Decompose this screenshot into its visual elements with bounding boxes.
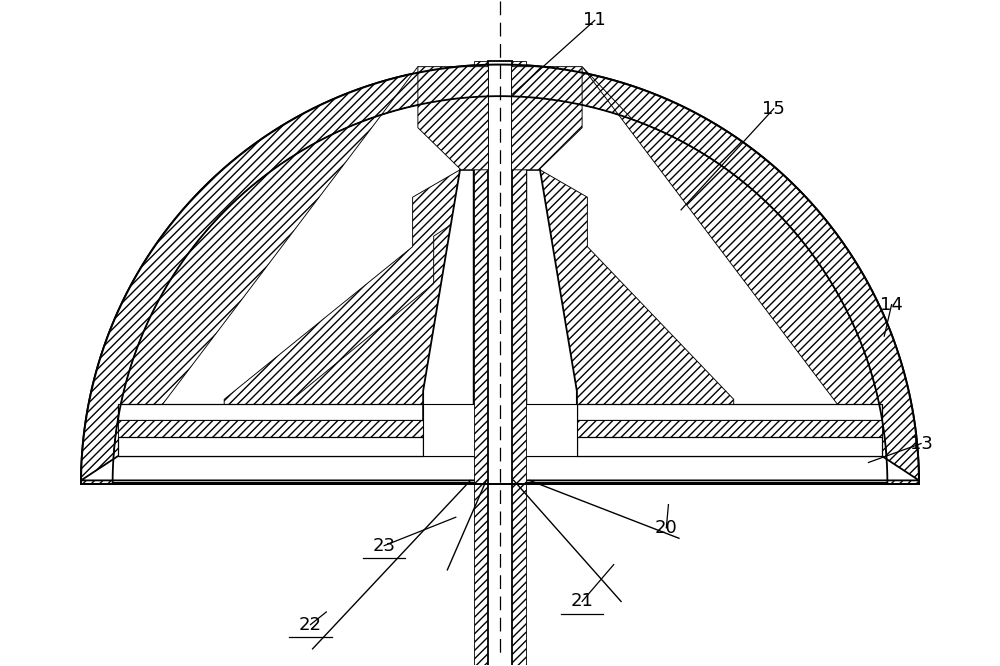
Polygon shape [512, 67, 582, 170]
Text: 14: 14 [880, 296, 903, 314]
Polygon shape [113, 67, 466, 470]
Text: 11: 11 [583, 11, 606, 29]
Text: 22: 22 [299, 615, 322, 633]
Polygon shape [81, 65, 919, 484]
Text: 21: 21 [571, 593, 594, 611]
Polygon shape [582, 67, 887, 470]
Text: 15: 15 [762, 100, 785, 118]
Polygon shape [81, 65, 919, 484]
Polygon shape [488, 61, 512, 666]
Polygon shape [526, 170, 734, 420]
Polygon shape [577, 420, 882, 437]
Polygon shape [423, 170, 474, 420]
Text: 23: 23 [373, 537, 396, 555]
Polygon shape [577, 404, 882, 420]
Polygon shape [118, 420, 423, 437]
Polygon shape [418, 67, 488, 170]
Polygon shape [81, 456, 919, 480]
Polygon shape [577, 437, 882, 456]
Polygon shape [423, 404, 577, 456]
Polygon shape [118, 437, 423, 456]
Polygon shape [526, 170, 577, 420]
Text: 20: 20 [655, 519, 678, 537]
Polygon shape [224, 170, 474, 420]
Polygon shape [474, 61, 526, 666]
Polygon shape [282, 210, 474, 420]
Text: 13: 13 [910, 434, 933, 452]
Polygon shape [118, 404, 423, 420]
